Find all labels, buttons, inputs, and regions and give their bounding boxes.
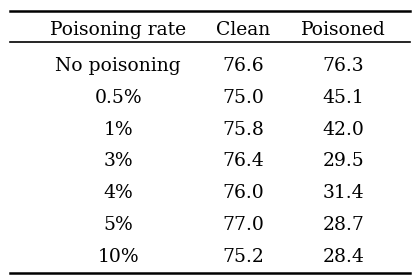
Text: 10%: 10%	[97, 248, 139, 266]
Text: 0.5%: 0.5%	[94, 89, 142, 107]
Text: 76.4: 76.4	[223, 153, 264, 171]
Text: 75.2: 75.2	[223, 248, 264, 266]
Text: 75.8: 75.8	[223, 121, 264, 139]
Text: 4%: 4%	[103, 184, 133, 202]
Text: 77.0: 77.0	[223, 216, 264, 234]
Text: 1%: 1%	[103, 121, 133, 139]
Text: 42.0: 42.0	[323, 121, 365, 139]
Text: 45.1: 45.1	[323, 89, 365, 107]
Text: 76.0: 76.0	[223, 184, 264, 202]
Text: 31.4: 31.4	[323, 184, 364, 202]
Text: Poisoning rate: Poisoning rate	[50, 21, 186, 39]
Text: 28.7: 28.7	[323, 216, 365, 234]
Text: 5%: 5%	[103, 216, 133, 234]
Text: 28.4: 28.4	[323, 248, 365, 266]
Text: 3%: 3%	[103, 153, 133, 171]
Text: 75.0: 75.0	[223, 89, 264, 107]
Text: 29.5: 29.5	[323, 153, 365, 171]
Text: No poisoning: No poisoning	[55, 57, 181, 75]
Text: 76.3: 76.3	[323, 57, 364, 75]
Text: Poisoned: Poisoned	[301, 21, 386, 39]
Text: 76.6: 76.6	[223, 57, 264, 75]
Text: Clean: Clean	[216, 21, 270, 39]
